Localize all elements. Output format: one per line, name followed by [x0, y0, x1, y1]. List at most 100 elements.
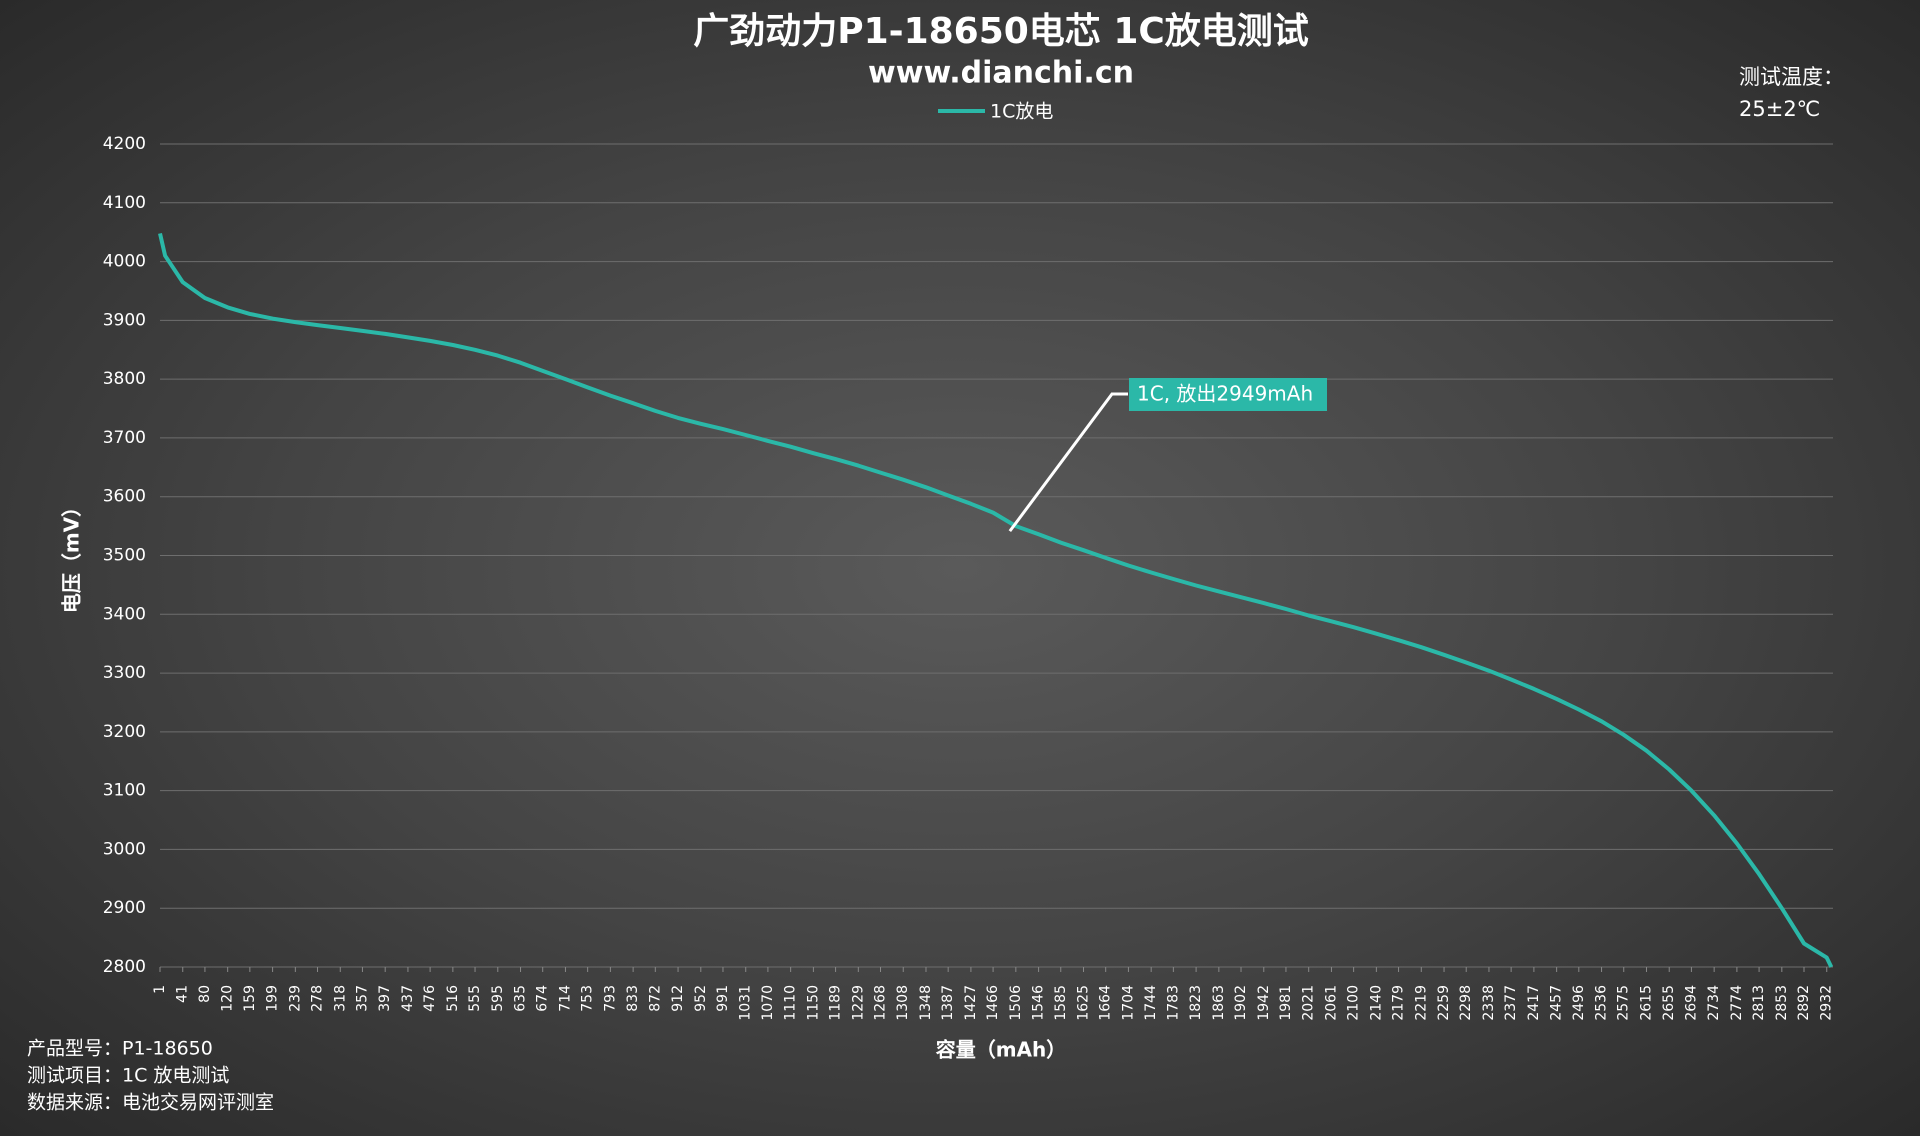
chart-title: 广劲动力P1-18650电芯 1C放电测试 [693, 11, 1309, 52]
y-tick-label: 3100 [103, 781, 146, 801]
x-tick-label: 278 [310, 985, 326, 1012]
x-tick-label: 1150 [805, 985, 821, 1021]
x-tick-label: 318 [332, 985, 348, 1012]
x-tick-label: 2536 [1594, 985, 1610, 1021]
y-tick-label: 4200 [103, 134, 146, 154]
x-tick-label: 1070 [760, 985, 776, 1021]
x-tick-label: 2813 [1751, 985, 1767, 1021]
x-tick-label: 80 [197, 985, 213, 1003]
x-tick-label: 635 [513, 985, 529, 1012]
x-tick-label: 1031 [738, 985, 754, 1021]
x-tick-label: 120 [220, 985, 236, 1012]
x-tick-label: 1942 [1256, 985, 1272, 1021]
x-tick-label: 1546 [1031, 985, 1047, 1021]
x-tick-label: 2575 [1616, 985, 1632, 1021]
x-tick-label: 2655 [1661, 985, 1677, 1021]
temperature-value: 25±2℃ [1739, 97, 1820, 121]
x-tick-label: 872 [647, 985, 663, 1012]
footer-text: 测试项目：1C 放电测试 [27, 1065, 229, 1087]
x-tick-label: 2853 [1774, 985, 1790, 1021]
legend-label: 1C放电 [990, 101, 1053, 123]
x-tick-label: 1308 [895, 985, 911, 1021]
x-tick-label: 1902 [1233, 985, 1249, 1021]
y-tick-label: 3300 [103, 663, 146, 683]
x-tick-label: 1268 [872, 985, 888, 1021]
x-tick-label: 199 [265, 985, 281, 1012]
x-tick-label: 2100 [1346, 985, 1362, 1021]
x-tick-label: 2496 [1571, 985, 1587, 1021]
x-tick-label: 1348 [918, 985, 934, 1021]
x-tick-label: 2298 [1458, 985, 1474, 1021]
x-tick-label: 1704 [1120, 985, 1136, 1021]
data-line [158, 232, 1834, 968]
x-tick-label: 1625 [1076, 985, 1092, 1021]
y-tick-label: 3900 [103, 310, 146, 330]
annotation-text: 1C, 放出2949mAh [1137, 382, 1313, 406]
x-tick-label: 2417 [1526, 985, 1542, 1021]
x-tick-label: 2932 [1819, 985, 1835, 1021]
x-tick-label: 239 [287, 985, 303, 1012]
x-tick-label: 1585 [1053, 985, 1069, 1021]
x-tick-label: 674 [535, 985, 551, 1012]
y-tick-label: 2900 [103, 898, 146, 918]
x-tick-label: 437 [400, 985, 416, 1012]
x-tick-label: 1664 [1098, 985, 1114, 1021]
y-tick-label: 4000 [103, 252, 146, 272]
y-tick-label: 2800 [103, 957, 146, 977]
x-axis-label: 容量（mAh） [936, 1038, 1067, 1062]
y-tick-label: 3000 [103, 839, 146, 859]
annotation-leader [1008, 392, 1128, 533]
x-tick-label: 2338 [1481, 985, 1497, 1021]
x-tick-label: 1110 [783, 985, 799, 1021]
x-tick-label: 516 [445, 985, 461, 1012]
y-tick-label: 3500 [103, 546, 146, 566]
x-tick-label: 2457 [1549, 985, 1565, 1021]
x-tick-label: 912 [670, 985, 686, 1012]
x-tick-label: 41 [175, 985, 191, 1003]
x-tick-label: 2061 [1323, 985, 1339, 1021]
temperature-label: 测试温度： [1739, 65, 1844, 89]
x-tick-label: 2892 [1796, 985, 1812, 1021]
x-tick-label: 1387 [940, 985, 956, 1021]
x-tick-label: 1823 [1188, 985, 1204, 1021]
x-tick-label: 991 [715, 985, 731, 1012]
y-tick-label: 3400 [103, 604, 146, 624]
x-tick-label: 1 [152, 985, 168, 994]
x-tick-label: 1466 [985, 985, 1001, 1021]
x-tick-label: 753 [580, 985, 596, 1012]
x-tick-label: 476 [422, 985, 438, 1012]
x-tick-label: 1981 [1278, 985, 1294, 1021]
x-tick-label: 357 [354, 985, 370, 1012]
y-tick-label: 3700 [103, 428, 146, 448]
x-tick-label: 2219 [1413, 985, 1429, 1021]
x-tick-label: 2734 [1706, 985, 1722, 1021]
y-tick-label: 4100 [103, 193, 146, 213]
x-tick-label: 1783 [1165, 985, 1181, 1021]
y-tick-label: 3200 [103, 722, 146, 742]
footer-text: 数据来源：电池交易网评测室 [27, 1092, 274, 1114]
x-tick-label: 1506 [1008, 985, 1024, 1021]
x-tick-label: 2694 [1683, 985, 1699, 1021]
y-axis-label: 电压（mV） [60, 497, 84, 613]
x-tick-label: 1744 [1143, 985, 1159, 1021]
x-tick-label: 833 [625, 985, 641, 1012]
x-tick-label: 2140 [1368, 985, 1384, 1021]
footer-text: 产品型号：P1-18650 [27, 1038, 213, 1060]
x-tick-label: 1229 [850, 985, 866, 1021]
x-tick-label: 2179 [1391, 985, 1407, 1021]
x-tick-label: 952 [693, 985, 709, 1012]
x-tick-label: 1863 [1211, 985, 1227, 1021]
y-tick-label: 3800 [103, 369, 146, 389]
x-tick-label: 2615 [1638, 985, 1654, 1021]
x-tick-label: 2774 [1729, 985, 1745, 1021]
annotation-box [1129, 378, 1327, 411]
x-tick-label: 397 [377, 985, 393, 1012]
x-tick-label: 793 [602, 985, 618, 1012]
x-tick-label: 1189 [828, 985, 844, 1021]
x-tick-label: 2021 [1301, 985, 1317, 1021]
x-tick-label: 1427 [963, 985, 979, 1021]
x-tick-label: 159 [242, 985, 258, 1012]
y-tick-label: 3600 [103, 487, 146, 507]
